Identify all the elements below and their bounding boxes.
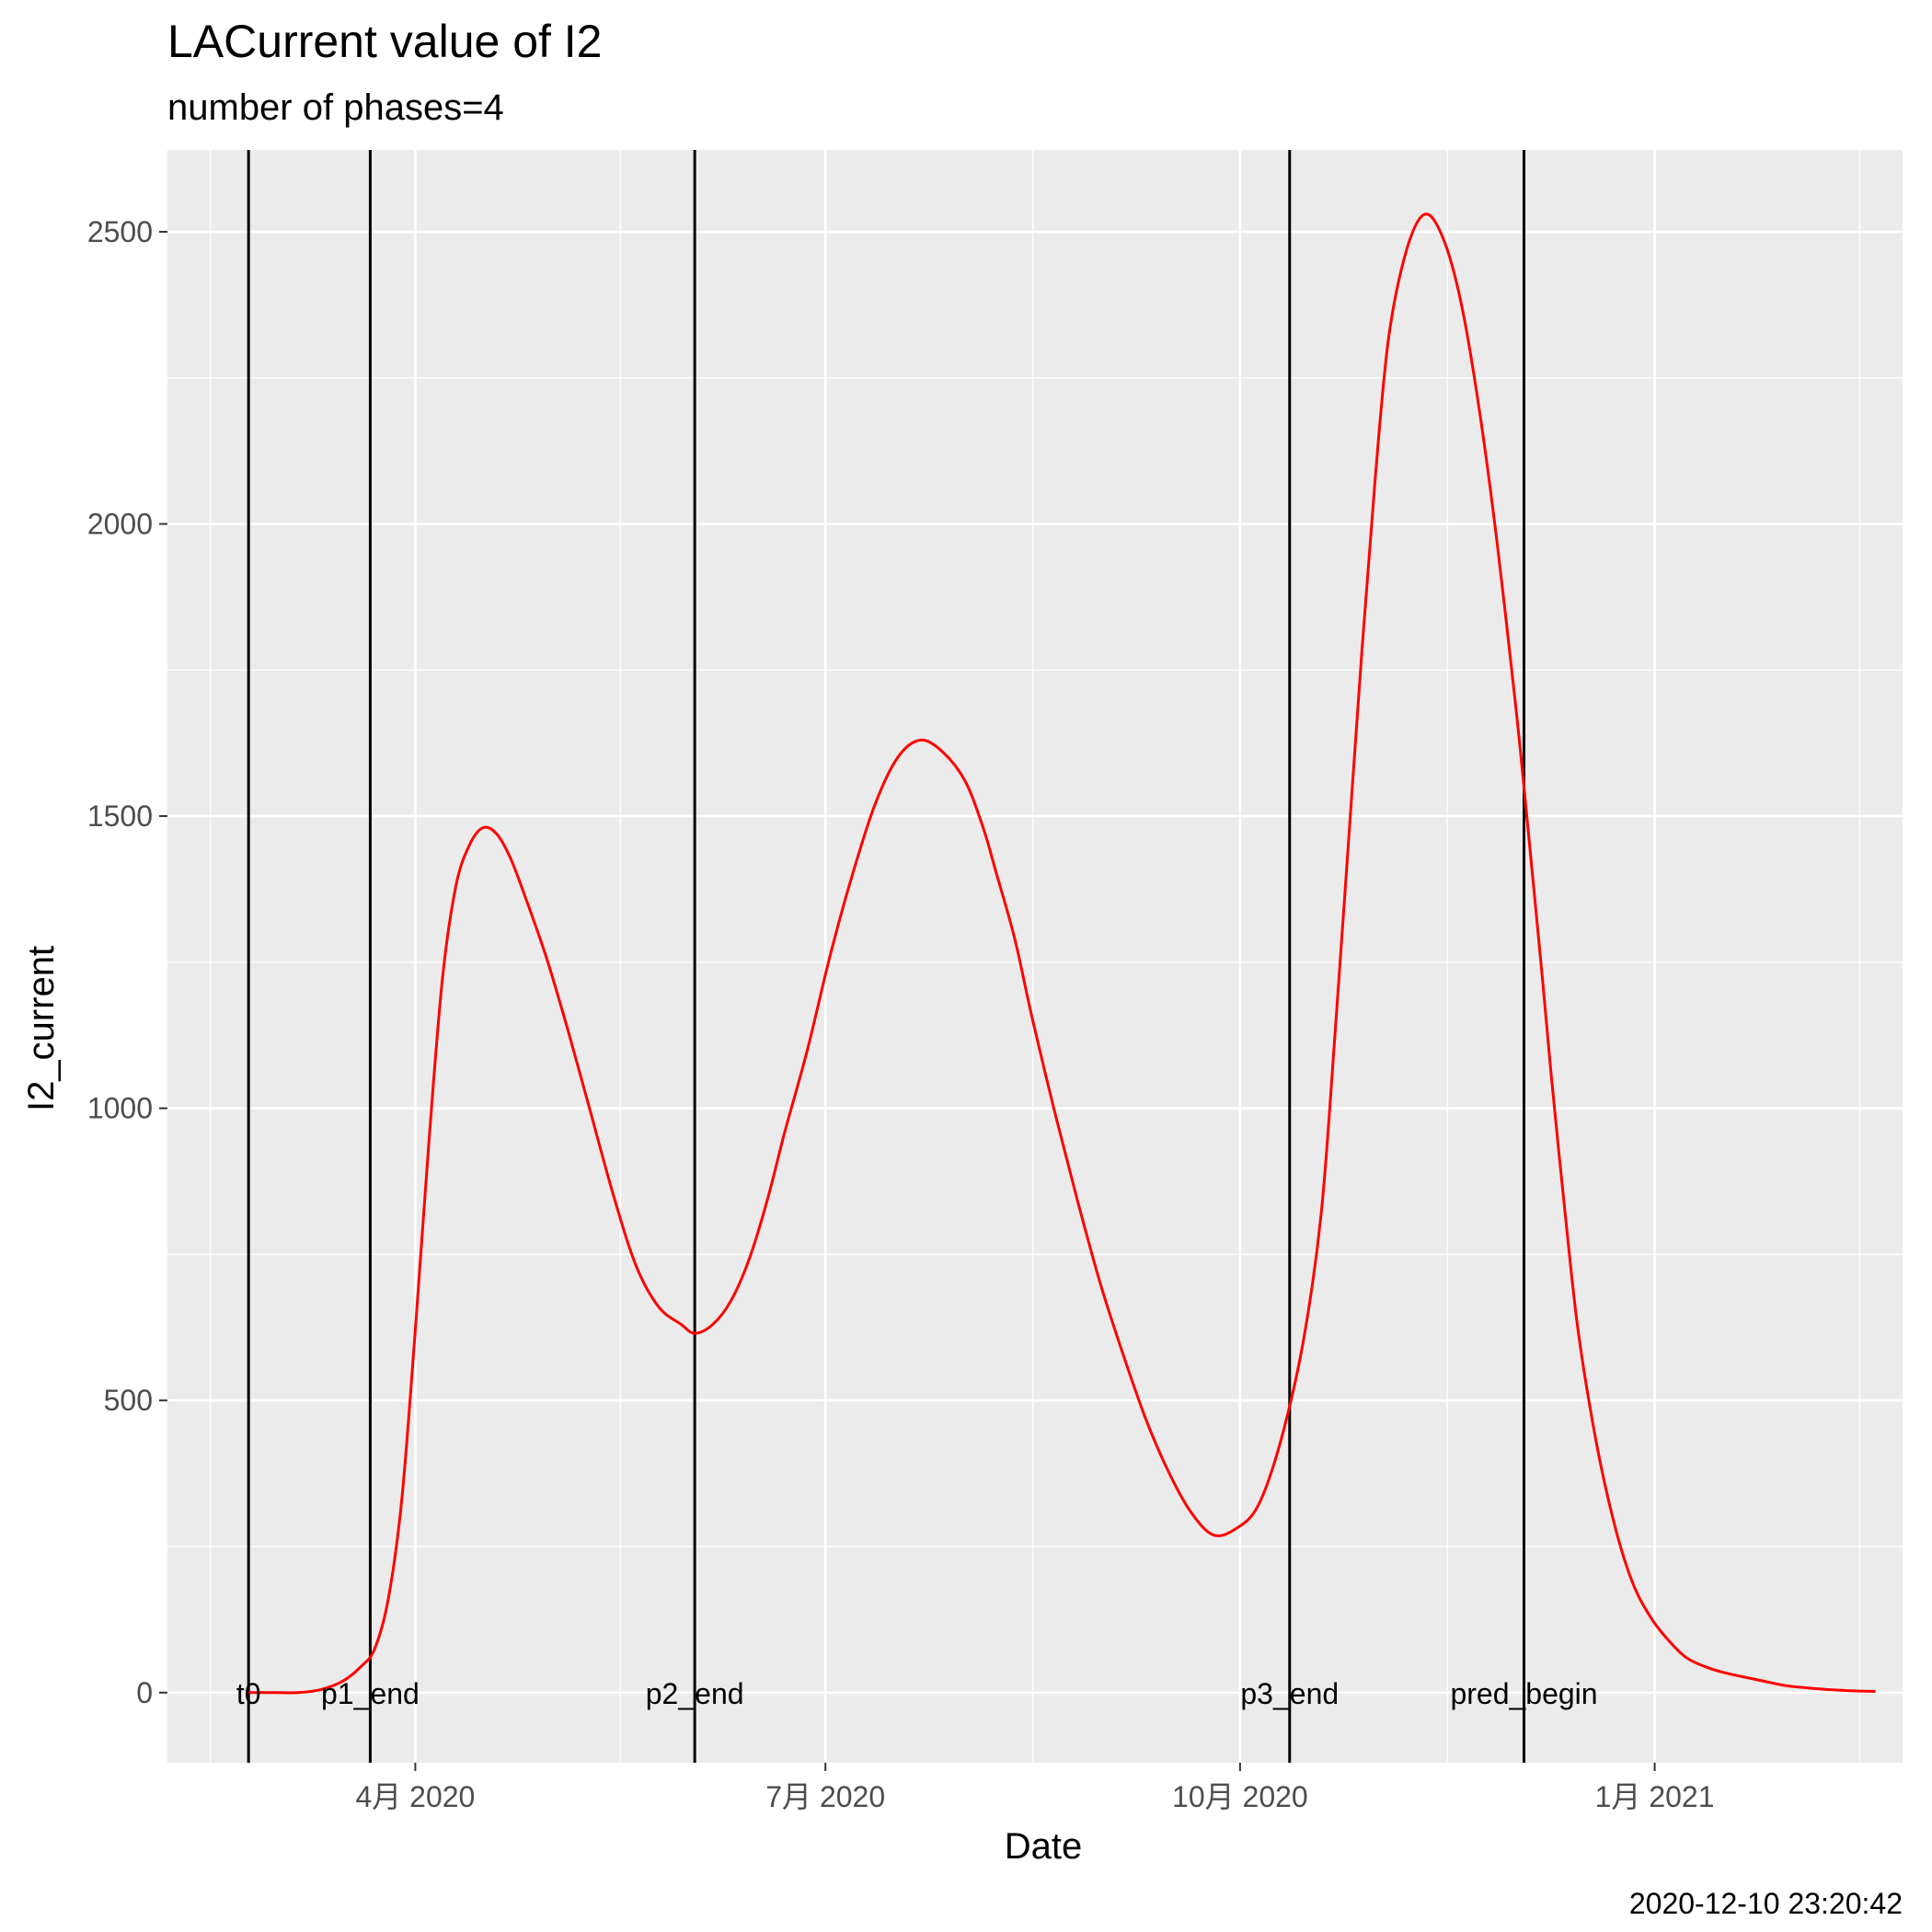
y-tick-label: 1000 xyxy=(87,1092,153,1125)
plot-panel xyxy=(167,150,1903,1763)
chart-subtitle: number of phases=4 xyxy=(167,87,504,128)
major-gridlines xyxy=(167,150,1903,1763)
x-tick-label: 10月 2020 xyxy=(1172,1780,1308,1813)
minor-gridlines xyxy=(167,150,1903,1763)
phase-labels: t0 p1_end p2_end p3_end pred_begin xyxy=(236,1677,1598,1710)
series-line xyxy=(248,213,1876,1695)
series-layer xyxy=(248,213,1876,1695)
y-tick-label: 0 xyxy=(136,1676,153,1709)
x-tick-label: 1月 2021 xyxy=(1595,1780,1715,1813)
phase-label: t0 xyxy=(236,1677,261,1710)
chart-title: LACurrent value of I2 xyxy=(167,16,603,67)
y-tick-label: 500 xyxy=(104,1384,153,1417)
x-tick-label: 7月 2020 xyxy=(765,1780,885,1813)
y-axis-title: I2_current xyxy=(21,946,62,1111)
phase-label: pred_begin xyxy=(1450,1677,1597,1710)
phase-label: p2_end xyxy=(646,1677,744,1710)
y-tick-label: 1500 xyxy=(87,799,153,833)
y-axis: 0 500 1000 1500 2000 2500 xyxy=(87,215,167,1709)
x-axis: 4月 2020 7月 2020 10月 2020 1月 2021 xyxy=(355,1763,1715,1813)
x-axis-title: Date xyxy=(1005,1826,1083,1867)
x-tick-label: 4月 2020 xyxy=(355,1780,475,1813)
y-tick-label: 2500 xyxy=(87,215,153,248)
chart-caption: 2020-12-10 23:20:42 xyxy=(1629,1887,1903,1920)
phase-lines xyxy=(247,150,1526,1763)
y-tick-label: 2000 xyxy=(87,507,153,540)
phase-label: p3_end xyxy=(1240,1677,1339,1710)
phase-label: p1_end xyxy=(321,1677,420,1710)
